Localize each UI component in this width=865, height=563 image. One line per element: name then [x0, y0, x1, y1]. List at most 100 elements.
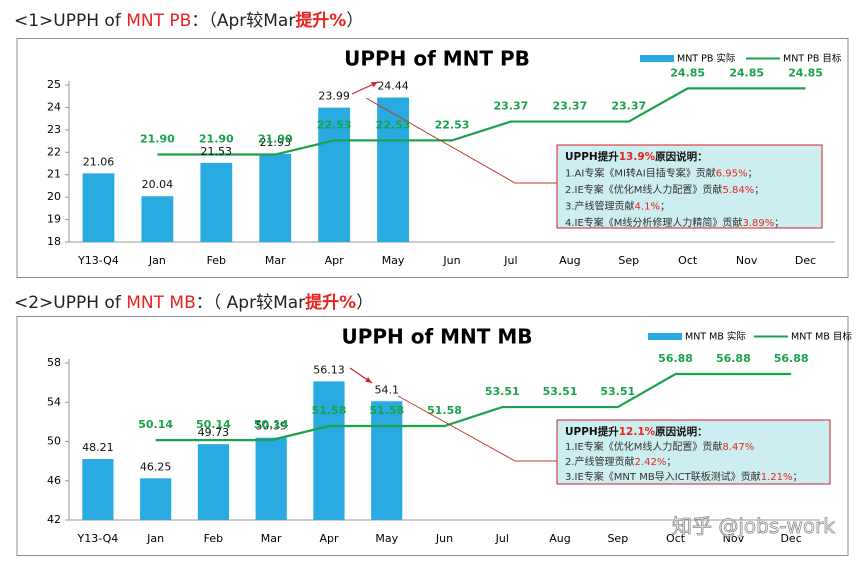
x-tick-label: Oct	[666, 532, 686, 545]
target-value-label: 50.14	[196, 418, 231, 431]
target-line	[155, 372, 792, 442]
bar	[200, 162, 233, 242]
annotation-line: 3.IE专案《MNT MB导入ICT联板测试》贡献1.21%；	[565, 470, 803, 483]
bar-value-label: 56.13	[313, 363, 345, 376]
y-tick-label: 23	[47, 123, 61, 136]
target-value-label: 56.88	[658, 352, 693, 365]
heading-part: ：（Apr较Mar	[191, 11, 296, 31]
bar	[318, 107, 351, 242]
y-tick-label: 42	[47, 513, 61, 526]
target-line	[157, 87, 806, 156]
bar	[377, 97, 409, 242]
bar-value-label: 48.21	[82, 441, 114, 454]
target-value-label: 56.88	[774, 352, 809, 365]
y-tick-label: 58	[47, 356, 61, 369]
bar-value-label: 50.39	[255, 420, 287, 433]
heading-part: <2>UPPH of	[14, 293, 127, 313]
x-tick-label: Feb	[207, 254, 226, 267]
annotation-title: UPPH提升13.9%原因说明：	[565, 150, 708, 163]
target-value-label: 24.85	[670, 66, 705, 79]
annotation-line: 3.产线管理贡献4.1%；	[565, 200, 670, 213]
arrow-head	[365, 377, 372, 383]
target-value-label: 24.85	[729, 66, 764, 79]
bar-value-label: 24.44	[377, 80, 409, 93]
target-value-label: 51.58	[312, 404, 347, 417]
target-value-label: 23.37	[494, 100, 529, 113]
x-tick-label: Jul	[495, 532, 509, 545]
y-tick-label: 54	[47, 395, 61, 408]
y-tick-label: 21	[47, 168, 61, 181]
x-tick-label: May	[382, 254, 405, 267]
bar	[259, 153, 292, 242]
target-value-label: 21.90	[258, 133, 293, 146]
bar	[82, 459, 114, 520]
annotation-title-part: 原因说明：	[655, 425, 708, 438]
annotation-line: 4.IE专案《M线分析修理人力精简》贡献3.89%；	[565, 216, 784, 229]
x-tick-label: Jun	[435, 532, 453, 545]
x-tick-label: Sep	[607, 532, 628, 545]
annotation-line-part: 3.产线管理贡献	[565, 200, 635, 213]
x-tick-label: Nov	[736, 254, 758, 267]
annotation-line-part: 5.84%	[722, 185, 754, 196]
arrow-head	[371, 82, 378, 88]
heading-part: 提升%	[305, 293, 357, 313]
heading-part: <1>UPPH of	[14, 11, 127, 31]
annotation-line-part: ；	[666, 457, 676, 468]
watermark: 知乎 @jobs-work	[672, 514, 836, 539]
bar-value-label: 49.73	[198, 426, 230, 439]
annotation-line-part: ；	[754, 185, 764, 196]
target-value-label: 22.53	[376, 118, 411, 131]
heading-part: MNT PB	[126, 11, 192, 31]
target-value-label: 21.90	[199, 133, 234, 146]
bar-value-label: 21.93	[259, 136, 291, 149]
annotation-title-part: 12.1%	[619, 426, 656, 438]
x-tick-label: Aug	[549, 532, 570, 545]
x-tick-label: Y13-Q4	[77, 254, 119, 267]
bar-value-label: 21.53	[201, 145, 233, 158]
x-tick-label: Jun	[442, 254, 460, 267]
x-tick-label: Jan	[146, 532, 164, 545]
x-tick-label: Mar	[261, 532, 282, 545]
x-tick-label: Y13-Q4	[77, 532, 119, 545]
target-value-label: 51.58	[369, 404, 404, 417]
heading-part: MNT MB	[126, 293, 196, 313]
annotation-title-part: 原因说明：	[655, 150, 708, 163]
target-value-label: 23.37	[611, 100, 646, 113]
y-tick-label: 22	[47, 145, 61, 158]
target-value-label: 24.85	[788, 66, 823, 79]
x-tick-label: Nov	[723, 532, 745, 545]
target-value-label: 21.90	[140, 133, 175, 146]
annotation-line: 2.IE专案《优化M线人力配置》贡献5.84%；	[565, 183, 764, 196]
y-tick-label: 46	[47, 474, 61, 487]
annotation-line-part: ；	[660, 202, 670, 213]
bar	[371, 401, 403, 520]
annotation-line: 1.IE专案《优化M线人力配置》贡献8.47%	[565, 440, 754, 453]
annotation-line-part: ；	[747, 169, 757, 180]
heading-part: ）	[346, 11, 364, 31]
target-value-label: 50.14	[138, 418, 173, 431]
annotation-title: UPPH提升12.1%原因说明：	[565, 425, 708, 438]
leader-line	[365, 97, 557, 184]
target-value-label: 23.37	[552, 100, 587, 113]
x-tick-label: Jul	[503, 254, 517, 267]
annotation-line-part: 1.IE专案《优化M线人力配置》贡献	[565, 440, 722, 453]
bar	[82, 173, 115, 242]
x-tick-label: Apr	[319, 532, 339, 545]
annotation-title-part: 13.9%	[619, 151, 656, 163]
annotation-box	[556, 144, 823, 229]
x-tick-label: Mar	[265, 254, 286, 267]
y-tick-label: 50	[47, 435, 61, 448]
annotation-line-part: 6.95%	[716, 169, 748, 180]
x-tick-label: Aug	[559, 254, 580, 267]
bar	[197, 444, 230, 520]
legend-label: MNT PB 实际	[677, 53, 736, 65]
y-tick-label: 24	[47, 100, 61, 113]
leader-line	[397, 395, 557, 462]
bar-value-label: 23.99	[318, 90, 350, 103]
chart: UPPH of MNT MB 42 46 50 54 58 Y13-Q4 Jan Feb Mar A…	[16, 316, 852, 556]
y-tick-label: 19	[47, 213, 61, 226]
annotation-line-part: 1.21%	[761, 472, 793, 483]
x-tick-label: Dec	[795, 254, 816, 267]
heading-part: ：（ Apr较Mar	[195, 293, 306, 313]
